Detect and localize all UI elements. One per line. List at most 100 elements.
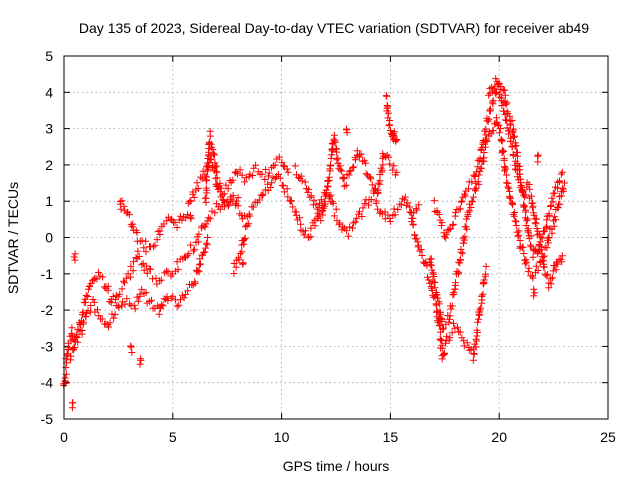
data-point [278, 158, 286, 166]
data-point [440, 324, 447, 332]
data-point [202, 220, 210, 228]
data-point [530, 209, 537, 217]
data-point [523, 258, 531, 266]
data-point [448, 302, 456, 310]
data-point [71, 250, 79, 258]
data-point [224, 185, 232, 193]
y-tick-label: -5 [41, 411, 54, 427]
data-point [436, 335, 444, 343]
data-point [301, 178, 309, 186]
data-point [448, 329, 456, 337]
data-point [381, 208, 389, 216]
data-point [361, 200, 369, 208]
data-point [391, 211, 399, 219]
data-point [194, 185, 202, 192]
data-point [537, 233, 545, 241]
data-point [227, 193, 235, 201]
data-point [94, 306, 101, 314]
data-point [503, 117, 511, 124]
data-point [202, 194, 210, 202]
data-point [325, 173, 333, 181]
data-point [464, 208, 472, 216]
data-point [178, 216, 186, 224]
y-tick-label: 4 [45, 84, 53, 100]
data-point [209, 149, 217, 157]
data-point [430, 273, 438, 280]
data-point [296, 214, 304, 222]
y-tick-label: 1 [45, 193, 53, 209]
data-point [559, 185, 567, 193]
data-point [127, 273, 134, 281]
data-point [182, 291, 189, 298]
data-point [500, 156, 508, 164]
data-point [202, 184, 210, 192]
data-point [495, 121, 503, 129]
data-point [352, 156, 359, 164]
y-tick-label: 5 [45, 48, 53, 64]
data-point [87, 302, 95, 309]
data-point [184, 287, 192, 295]
data-point [469, 198, 477, 206]
y-tick-label: -4 [41, 375, 54, 391]
data-point [452, 279, 459, 287]
data-point [545, 210, 553, 218]
chart-title: Day 135 of 2023, Sidereal Day-to-day VTE… [79, 20, 589, 36]
data-point [353, 214, 361, 222]
data-point [126, 300, 134, 308]
data-point [130, 301, 138, 309]
data-point [343, 129, 351, 137]
data-point [235, 256, 243, 264]
data-point [509, 152, 517, 160]
data-point [382, 92, 390, 100]
data-point [475, 315, 482, 323]
data-point [327, 161, 334, 169]
data-point [265, 169, 273, 177]
data-point [472, 168, 480, 176]
data-point [346, 167, 354, 175]
data-point [279, 162, 287, 170]
data-point [289, 203, 297, 211]
data-point [163, 217, 171, 225]
data-point [393, 168, 401, 176]
data-point [435, 211, 443, 218]
data-point [156, 231, 164, 238]
data-point [478, 144, 486, 152]
data-point [404, 199, 412, 207]
data-point [82, 291, 90, 299]
data-point [336, 219, 344, 227]
data-point [549, 274, 556, 282]
data-point [434, 294, 441, 302]
data-point [67, 352, 75, 360]
data-point [304, 188, 312, 196]
data-point [430, 197, 438, 205]
data-point [349, 164, 357, 172]
data-point [485, 115, 493, 123]
data-point [494, 81, 502, 89]
data-point [345, 171, 353, 179]
data-point [401, 193, 409, 201]
data-point [477, 304, 485, 312]
data-point [234, 170, 241, 178]
data-point [516, 237, 524, 244]
data-point [157, 276, 165, 284]
data-point [335, 221, 343, 229]
data-point [469, 356, 477, 364]
data-point [492, 75, 500, 83]
data-point [291, 162, 299, 170]
data-point [524, 268, 532, 276]
data-point [508, 128, 516, 136]
data-point [431, 278, 439, 286]
data-point [149, 243, 157, 251]
data-point [506, 112, 514, 120]
data-point [525, 264, 533, 272]
data-point [471, 340, 479, 348]
data-point [508, 143, 516, 151]
data-point [128, 349, 136, 356]
data-point [70, 346, 77, 354]
data-point [82, 313, 90, 321]
data-point [87, 280, 95, 288]
data-point [123, 295, 131, 303]
data-point [435, 300, 443, 308]
data-point [190, 245, 198, 253]
